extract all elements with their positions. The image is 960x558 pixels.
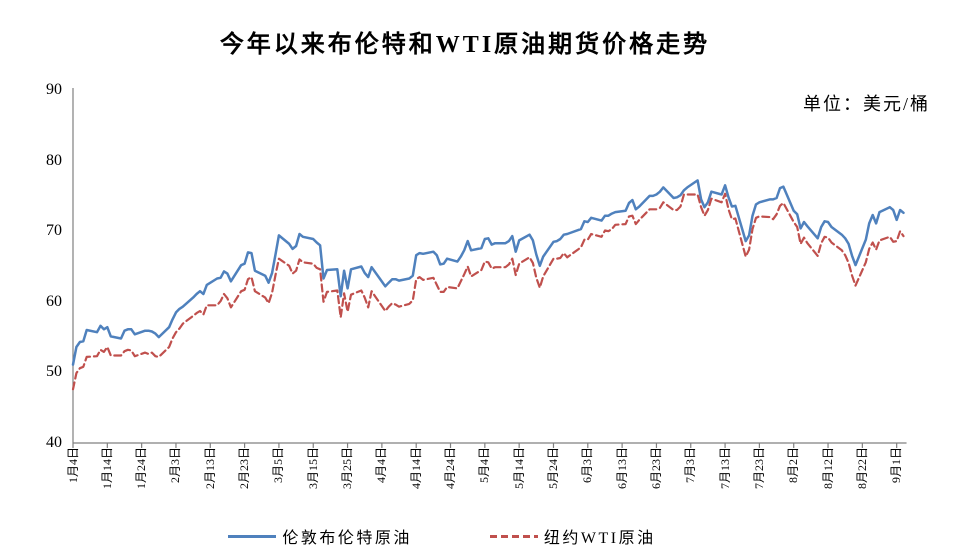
x-axis-label: 7月23日 [751,447,766,490]
x-axis-label: 1月14日 [99,447,114,490]
legend-label-wti: 纽约WTI原油 [543,530,656,547]
unit-label: 单位：美元/桶 [802,94,930,114]
chart-legend: 伦敦布伦特原油 纽约WTI原油 [0,524,922,548]
x-axis-label: 3月15日 [305,447,320,490]
x-axis-label: 3月5日 [271,447,286,484]
x-axis-label: 2月23日 [237,447,252,490]
y-axis-label: 60 [46,292,62,310]
x-axis-label: 5月4日 [477,447,492,484]
brent-line-swatch [228,534,277,538]
y-axis-label: 40 [46,434,62,451]
x-axis-label: 4月24日 [443,447,458,490]
x-axis-label: 6月3日 [580,447,595,484]
x-axis-label: 1月24日 [134,447,149,490]
x-axis-label: 5月14日 [511,447,526,490]
x-axis-label: 8月22日 [854,447,869,490]
x-axis-label: 6月13日 [614,447,629,490]
x-axis-label: 5月24日 [545,447,560,490]
y-axis-label: 70 [46,222,62,240]
x-axis-label: 9月1日 [889,447,904,484]
series-line-brent [71,179,905,366]
x-axis-label: 3月25日 [340,447,355,490]
x-axis-label: 4月14日 [408,447,423,490]
x-axis-label: 6月23日 [648,447,663,490]
x-axis-label: 2月13日 [202,447,217,490]
x-axis-label: 7月13日 [717,447,732,490]
y-axis-label: 50 [46,363,62,381]
series-line-wti [71,192,905,391]
x-axis-label: 1月4日 [65,447,80,484]
x-axis-label: 4月4日 [374,447,389,484]
x-axis-label: 8月2日 [786,447,801,484]
legend-item-wti: 纽约WTI原油 [489,524,656,548]
y-axis-label: 90 [46,81,62,98]
wti-line-swatch [489,534,538,538]
legend-label-brent: 伦敦布伦特原油 [282,530,412,547]
x-axis-label: 8月12日 [820,447,835,490]
x-axis-label: 7月3日 [683,447,698,484]
legend-item-brent: 伦敦布伦特原油 [228,524,412,548]
x-axis-label: 2月3日 [168,447,183,484]
y-axis-label: 80 [46,151,62,169]
chart-title: 今年以来布伦特和WTI原油期货价格走势 [219,32,711,58]
